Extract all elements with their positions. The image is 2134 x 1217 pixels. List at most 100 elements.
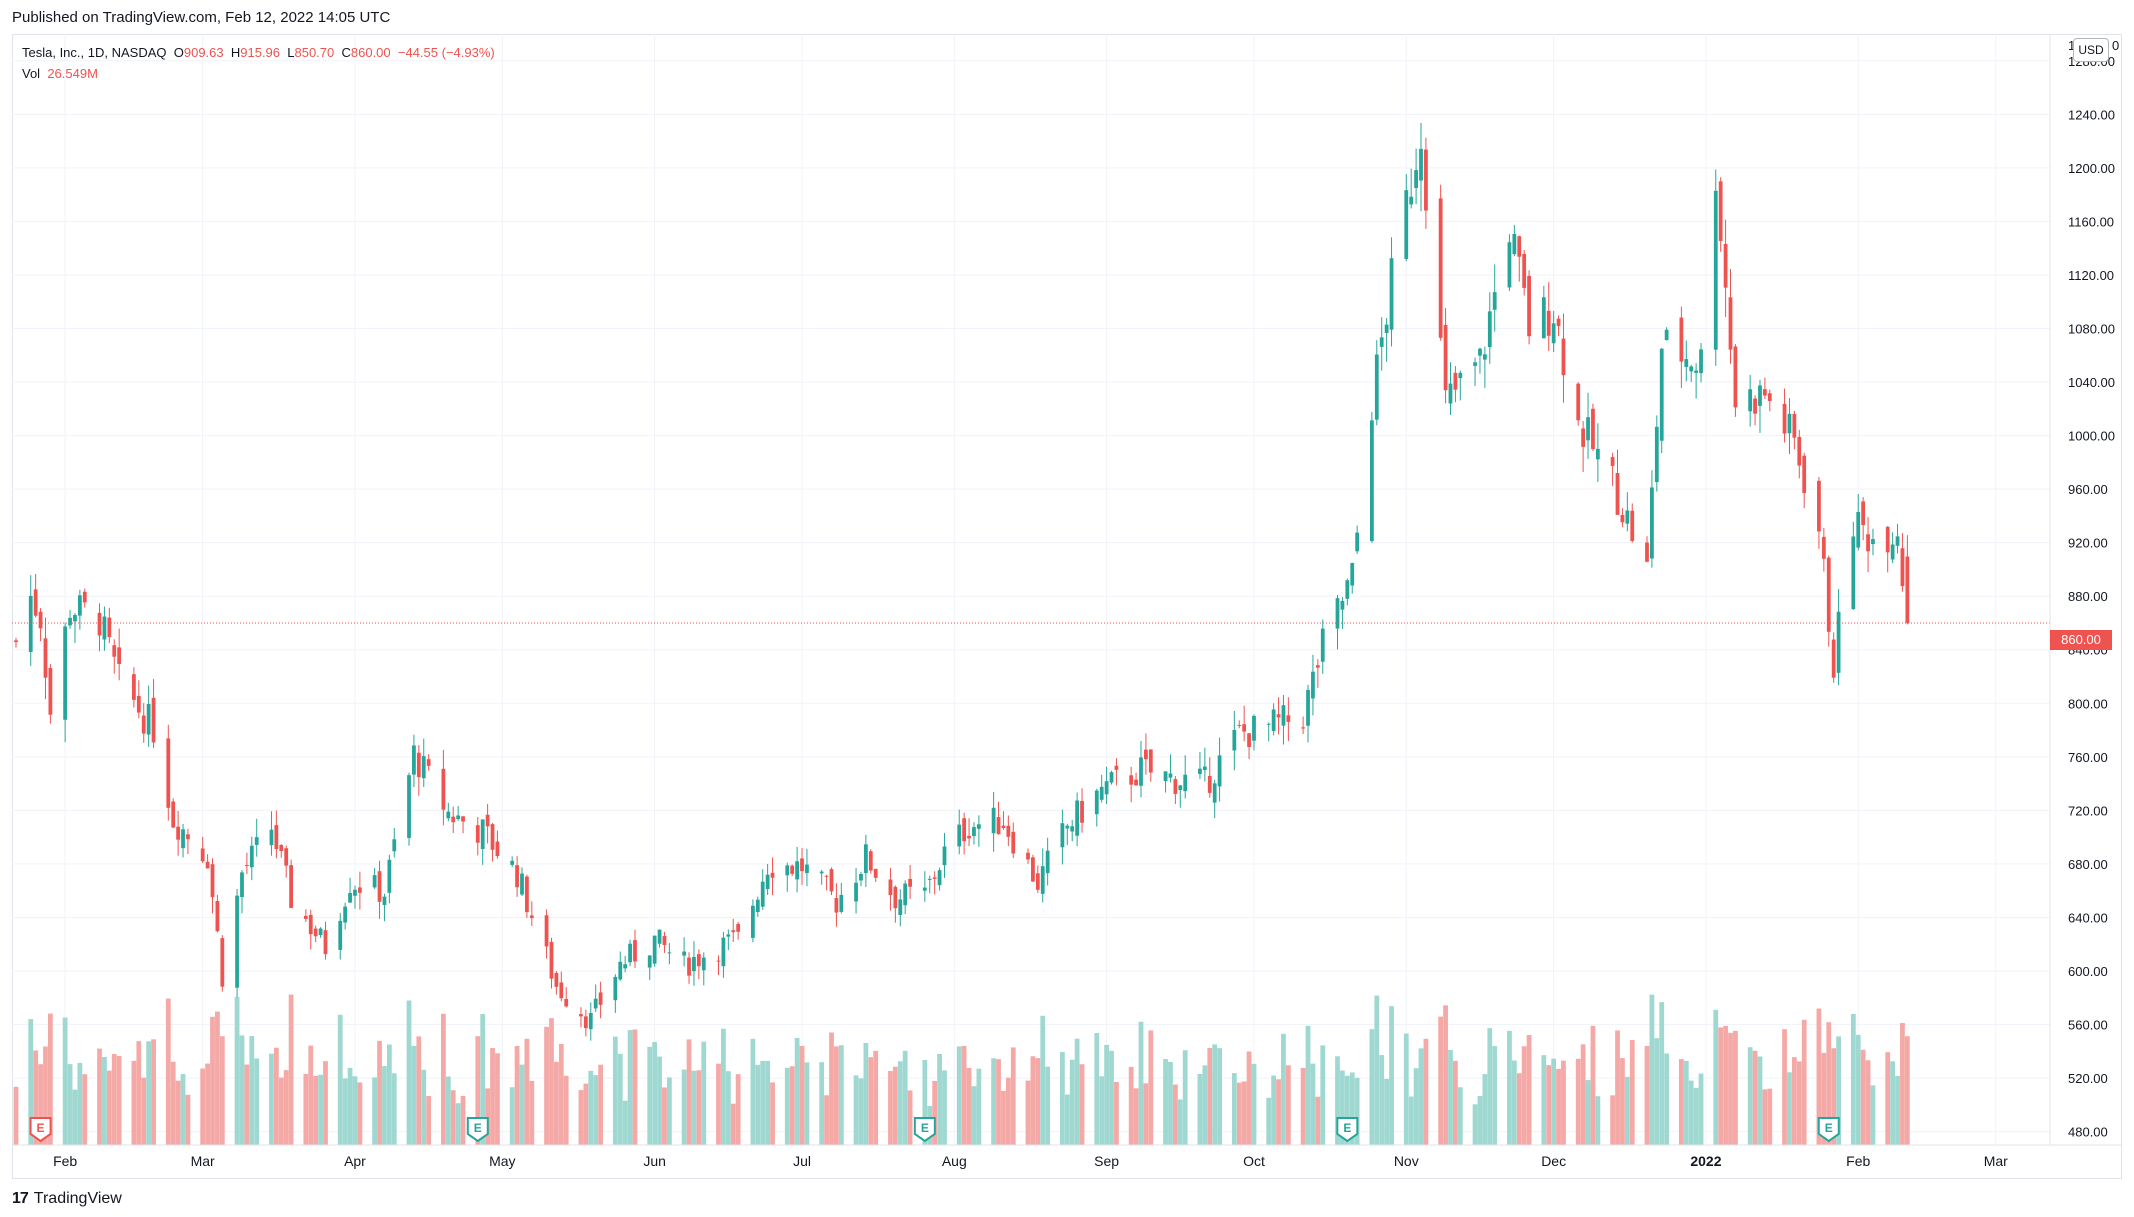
price-tick-label: 1000.00 <box>2068 429 2115 444</box>
volume-bar <box>730 1103 736 1145</box>
grid-layer <box>12 34 2050 1145</box>
volume-bar <box>1354 1077 1360 1145</box>
volume-bar <box>318 1074 323 1145</box>
volume-bar <box>1649 994 1655 1145</box>
candle-body <box>1826 557 1831 632</box>
volume-bar <box>1285 1065 1291 1145</box>
candle-body <box>1075 800 1080 836</box>
volume-bar <box>1850 1013 1856 1145</box>
candle-body <box>1748 389 1753 412</box>
price-tick-label: 800.00 <box>2068 696 2108 711</box>
volume-bar <box>180 1074 186 1145</box>
chart-frame[interactable] <box>12 34 2122 1179</box>
candle-body <box>1094 790 1099 815</box>
volume-bar <box>873 1050 879 1145</box>
volume-bar <box>794 1037 800 1145</box>
candle-body <box>1482 354 1487 360</box>
volume-bar <box>789 1066 795 1145</box>
candle-body <box>1409 196 1414 205</box>
candle-body <box>972 827 976 837</box>
volume-bar <box>1453 1060 1458 1145</box>
candle-body <box>1315 665 1320 668</box>
candle-body <box>313 928 318 937</box>
candle-body <box>957 824 962 847</box>
volume-bar <box>1575 1058 1581 1145</box>
volume-bar <box>1521 1046 1527 1145</box>
candle-body <box>1266 723 1271 725</box>
volume-bar <box>1369 1029 1375 1145</box>
volume-bar <box>1114 1081 1119 1145</box>
candle-body <box>903 883 908 906</box>
volume-bar <box>1659 1002 1665 1145</box>
candle-body <box>1541 297 1546 339</box>
candle-body <box>868 851 873 871</box>
volume-bar <box>77 1062 83 1145</box>
candle-body <box>1885 526 1890 553</box>
volume-bar <box>1241 1081 1247 1145</box>
volume-bar <box>136 1041 142 1145</box>
candle-body <box>1684 359 1689 367</box>
candle-body <box>736 923 741 932</box>
candle-body <box>1517 236 1522 257</box>
volume-bar <box>1059 1052 1065 1145</box>
candle-body <box>996 817 1001 835</box>
volume-bar <box>219 1036 225 1145</box>
volume-bar <box>1629 1039 1635 1145</box>
candle-body <box>1792 413 1797 438</box>
time-tick-label: Aug <box>942 1153 967 1169</box>
candle-body <box>475 825 480 843</box>
earnings-marker-label: E <box>1825 1121 1833 1135</box>
volume-bar <box>942 1070 947 1145</box>
candle-body <box>1369 420 1374 542</box>
price-tick-label: 520.00 <box>2068 1071 2108 1086</box>
candle-body <box>1625 510 1630 524</box>
candle-body <box>1620 514 1625 523</box>
volume-bar <box>1855 1034 1861 1145</box>
volume-layer <box>13 994 1910 1145</box>
candle-body <box>937 870 942 886</box>
candle-body <box>991 807 996 834</box>
volume-bar <box>1620 1058 1625 1145</box>
candle-body <box>372 875 377 888</box>
volume-bar <box>1787 1072 1792 1145</box>
volume-bar <box>1177 1099 1183 1145</box>
candle-body <box>1861 501 1866 526</box>
candle-body <box>549 941 554 979</box>
volume-bar <box>819 1062 825 1145</box>
price-tick-label: 560.00 <box>2068 1018 2108 1033</box>
volume-bar <box>1698 1073 1704 1145</box>
candle-body <box>721 937 726 967</box>
price-tick-label: 1200.00 <box>2068 161 2115 176</box>
volume-bar <box>996 1059 1001 1145</box>
volume-bar <box>553 1061 559 1145</box>
candle-body <box>623 964 628 969</box>
price-tick-label: 880.00 <box>2068 589 2108 604</box>
candle-body <box>1487 311 1492 348</box>
candle-body <box>1040 866 1045 894</box>
candle-body <box>451 816 456 823</box>
volume-bar <box>249 1035 255 1145</box>
time-tick-label: Dec <box>1541 1153 1566 1169</box>
currency-button[interactable]: USD <box>2073 38 2109 62</box>
earnings-marker-label: E <box>1343 1121 1351 1135</box>
candle-body <box>1650 487 1654 559</box>
price-tick-label: 1120.00 <box>2068 268 2114 283</box>
candle-body <box>338 920 343 950</box>
candle-body <box>863 844 868 874</box>
volume-bar <box>1482 1074 1488 1145</box>
volume-bar <box>1654 1038 1660 1145</box>
volume-bar <box>1340 1070 1345 1145</box>
candle-body <box>303 915 308 919</box>
candle-body <box>1242 724 1247 732</box>
candle-body <box>245 865 249 867</box>
volume-bar <box>1217 1048 1222 1145</box>
price-tick-label-partial: 1 <box>2068 38 2075 53</box>
candle-body <box>819 871 824 874</box>
candle-body <box>38 611 43 629</box>
volume-bar <box>205 1063 210 1145</box>
legend-low-label: L <box>287 45 295 60</box>
volume-bar <box>612 1036 618 1145</box>
candle-body <box>441 768 446 810</box>
volume-bar <box>1590 1025 1596 1145</box>
